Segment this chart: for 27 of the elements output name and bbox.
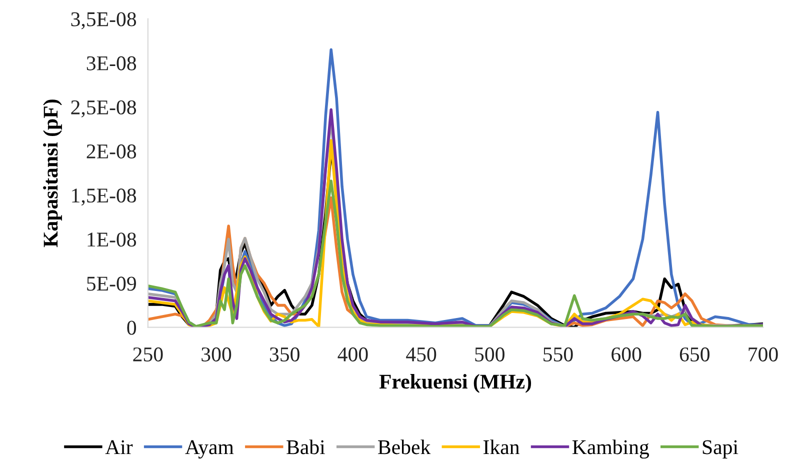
legend-label: Sapi [702,440,738,458]
x-tick-label: 350 [270,347,300,362]
x-tick-label: 550 [544,347,573,362]
y-tick-label: 3E-08 [86,56,136,70]
y-axis-title: Kapasitansi (pF) [43,100,62,248]
legend-label: Air [105,440,133,454]
x-tick-label: 450 [406,347,436,362]
x-tick-label: 600 [612,347,642,362]
legend-label: Babi [286,440,325,454]
x-axis-title: Frekuensi (MHz) [379,374,532,393]
x-tick-label: 700 [748,347,778,362]
x-tick-label: 500 [475,347,504,362]
x-tick-label: 300 [202,347,232,362]
y-tick-label: 3,5E-08 [71,12,136,30]
legend-label: Kambing [572,440,649,459]
y-tick-label: 5E-09 [87,276,136,291]
y-tick-label: 1E-08 [88,232,136,247]
x-tick-label: 250 [133,347,163,362]
y-tick-label: 1,5E-08 [72,188,136,206]
x-tick-label: 650 [680,347,710,362]
legend-label: Bebek [378,440,431,454]
legend-label: Ayam [185,440,234,459]
y-tick-label: 2,5E-08 [71,100,136,118]
y-tick-label: 2E-08 [86,144,136,158]
y-tick-label: 0 [127,320,136,335]
legend-label: Ikan [484,440,520,454]
x-tick-label: 400 [338,347,368,362]
